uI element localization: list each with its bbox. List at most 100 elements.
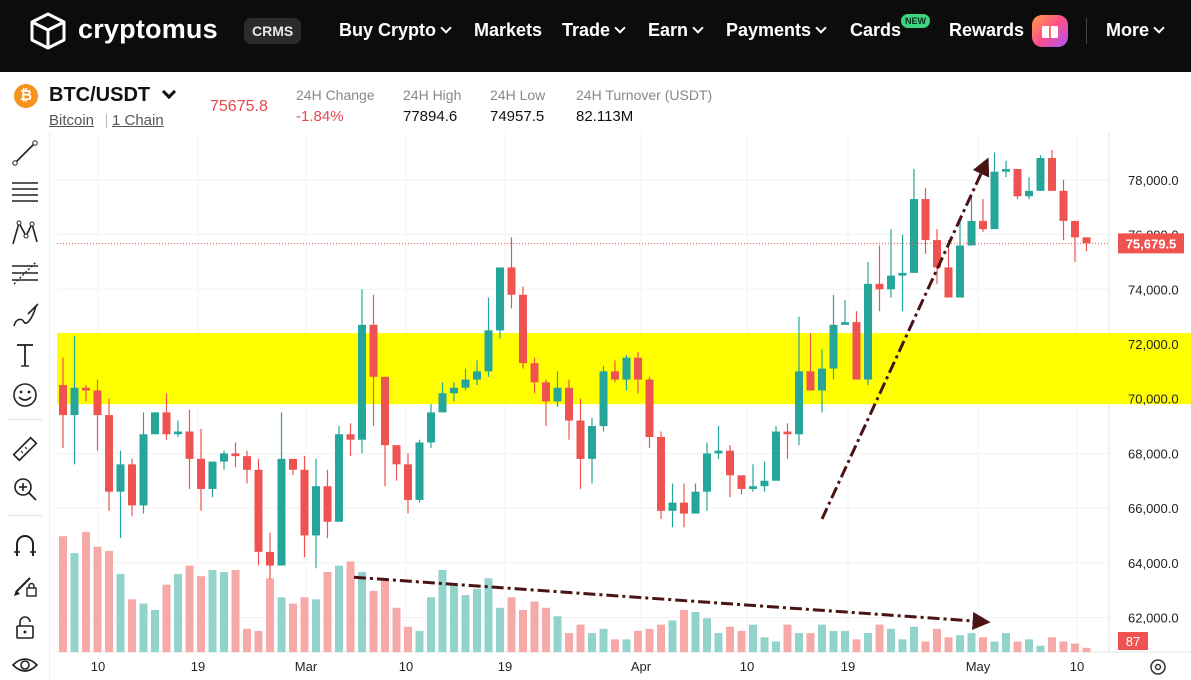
gift-icon[interactable] [1032, 15, 1068, 47]
candle-body [220, 453, 228, 462]
candle-body [369, 324, 378, 377]
volume-bar [116, 574, 125, 652]
volume-bar [1002, 633, 1010, 652]
volume-bar [1025, 639, 1033, 652]
price-tick-label: 72,000.0 [1128, 337, 1179, 352]
volume-bar [128, 599, 136, 652]
ticker-header: ₿ BTC/USDT Bitcoin 1 Chain 75675.8 24H C… [0, 72, 1191, 132]
volume-bar [680, 609, 688, 652]
volume-bar [599, 628, 608, 652]
nav-label: Rewards [949, 20, 1025, 40]
time-tick-label: Mar [295, 659, 318, 674]
chart-canvas[interactable]: 62,000.0 64,000.0 66,000.0 68,000.0 70,000.0… [57, 132, 1191, 680]
nav-payments[interactable]: Payments [726, 20, 827, 41]
candle-body [139, 434, 148, 506]
crms-badge[interactable]: CRMS [244, 18, 302, 44]
ruler-icon[interactable] [10, 434, 40, 464]
candle-body [231, 453, 240, 457]
cube-logo-icon[interactable] [30, 12, 66, 50]
chevron-down-icon [614, 22, 626, 34]
fib-icon[interactable] [10, 258, 40, 288]
volume-bar [346, 561, 355, 652]
volume-bar [93, 546, 102, 652]
candle-body [714, 450, 723, 454]
candle-body [530, 363, 539, 383]
toolbar-divider [8, 515, 42, 516]
chevron-down-icon[interactable] [161, 84, 177, 100]
volume-bar [864, 633, 872, 652]
settings-gear-icon[interactable] [1150, 659, 1166, 675]
candle-body [197, 458, 205, 489]
candle-body [703, 453, 711, 492]
nav-earn[interactable]: Earn [648, 20, 704, 41]
chain-link[interactable]: 1 Chain [112, 112, 164, 129]
trendline-arrow [820, 157, 990, 520]
stat-label: 24H Low [490, 87, 546, 103]
volume-bar [70, 553, 79, 652]
volume-bar [266, 578, 274, 652]
volume-bar [496, 607, 504, 652]
lock-icon[interactable] [10, 612, 40, 642]
pair-selector[interactable]: BTC/USDT [49, 84, 151, 106]
nav-label: Buy Crypto [339, 20, 437, 40]
candle-body [588, 426, 596, 459]
trend-line-icon[interactable] [10, 138, 40, 168]
candle-body [806, 371, 815, 391]
brush-icon[interactable] [10, 300, 40, 330]
nav-more[interactable]: More [1106, 20, 1165, 41]
candle-body [473, 371, 481, 380]
emoji-icon[interactable] [10, 380, 40, 410]
volume-bar [921, 641, 930, 652]
volume-bar [979, 637, 987, 652]
horizontal-lines-icon[interactable] [10, 176, 40, 206]
price-tick-label: 66,000.0 [1128, 501, 1179, 516]
candle-body [323, 486, 332, 522]
volume-bar [634, 630, 642, 652]
volume-bar [404, 626, 412, 652]
candle-body [841, 322, 849, 325]
volume-bar [484, 578, 493, 652]
price-tick-label: 64,000.0 [1128, 556, 1179, 571]
volume-bar [795, 633, 803, 652]
candle-body [691, 491, 700, 514]
volume-bar [1048, 637, 1056, 652]
volume-bar [944, 637, 953, 652]
candle-body [783, 431, 792, 435]
candle-body [864, 283, 872, 380]
coin-name-link[interactable]: Bitcoin [49, 112, 95, 129]
volume-bar [243, 628, 251, 652]
nav-trade[interactable]: Trade [562, 20, 626, 41]
nav-cards[interactable]: Cards [850, 20, 901, 41]
pattern-icon[interactable] [10, 218, 40, 248]
nav-label: Markets [474, 20, 543, 40]
candle-body [335, 434, 343, 522]
volume-tag [1118, 632, 1148, 650]
volume-bar [553, 616, 562, 652]
candle-body [1059, 190, 1068, 221]
stat-value: 82.113M [576, 108, 634, 125]
volume-bar [967, 633, 976, 652]
volume-bar [657, 624, 665, 652]
eye-icon[interactable] [10, 650, 40, 680]
nav-label: Earn [648, 20, 689, 40]
price-chart[interactable]: 62,000.0 64,000.0 66,000.0 68,000.0 70,000.0… [57, 132, 1191, 680]
candle-body [185, 431, 194, 459]
candle-body [1048, 158, 1056, 191]
nav-rewards[interactable]: Rewards [949, 20, 1024, 41]
magnet-icon[interactable] [10, 530, 40, 560]
candle-body [82, 387, 90, 391]
brand-name[interactable]: cryptomus [78, 14, 218, 44]
candle-body [910, 199, 918, 273]
text-icon[interactable] [10, 340, 40, 370]
nav-buy-crypto[interactable]: Buy Crypto [339, 20, 452, 41]
lock-pencil-icon[interactable] [10, 570, 40, 600]
volume-bar [530, 601, 539, 652]
current-price-label: 75,679.5 [1126, 236, 1177, 251]
volume-bar [300, 597, 309, 652]
zoom-icon[interactable] [10, 474, 40, 504]
nav-markets[interactable]: Markets [474, 20, 542, 41]
volume-bar [450, 584, 458, 652]
candle-body [266, 551, 274, 566]
candle-body [59, 385, 67, 416]
time-tick-label: May [966, 659, 991, 674]
